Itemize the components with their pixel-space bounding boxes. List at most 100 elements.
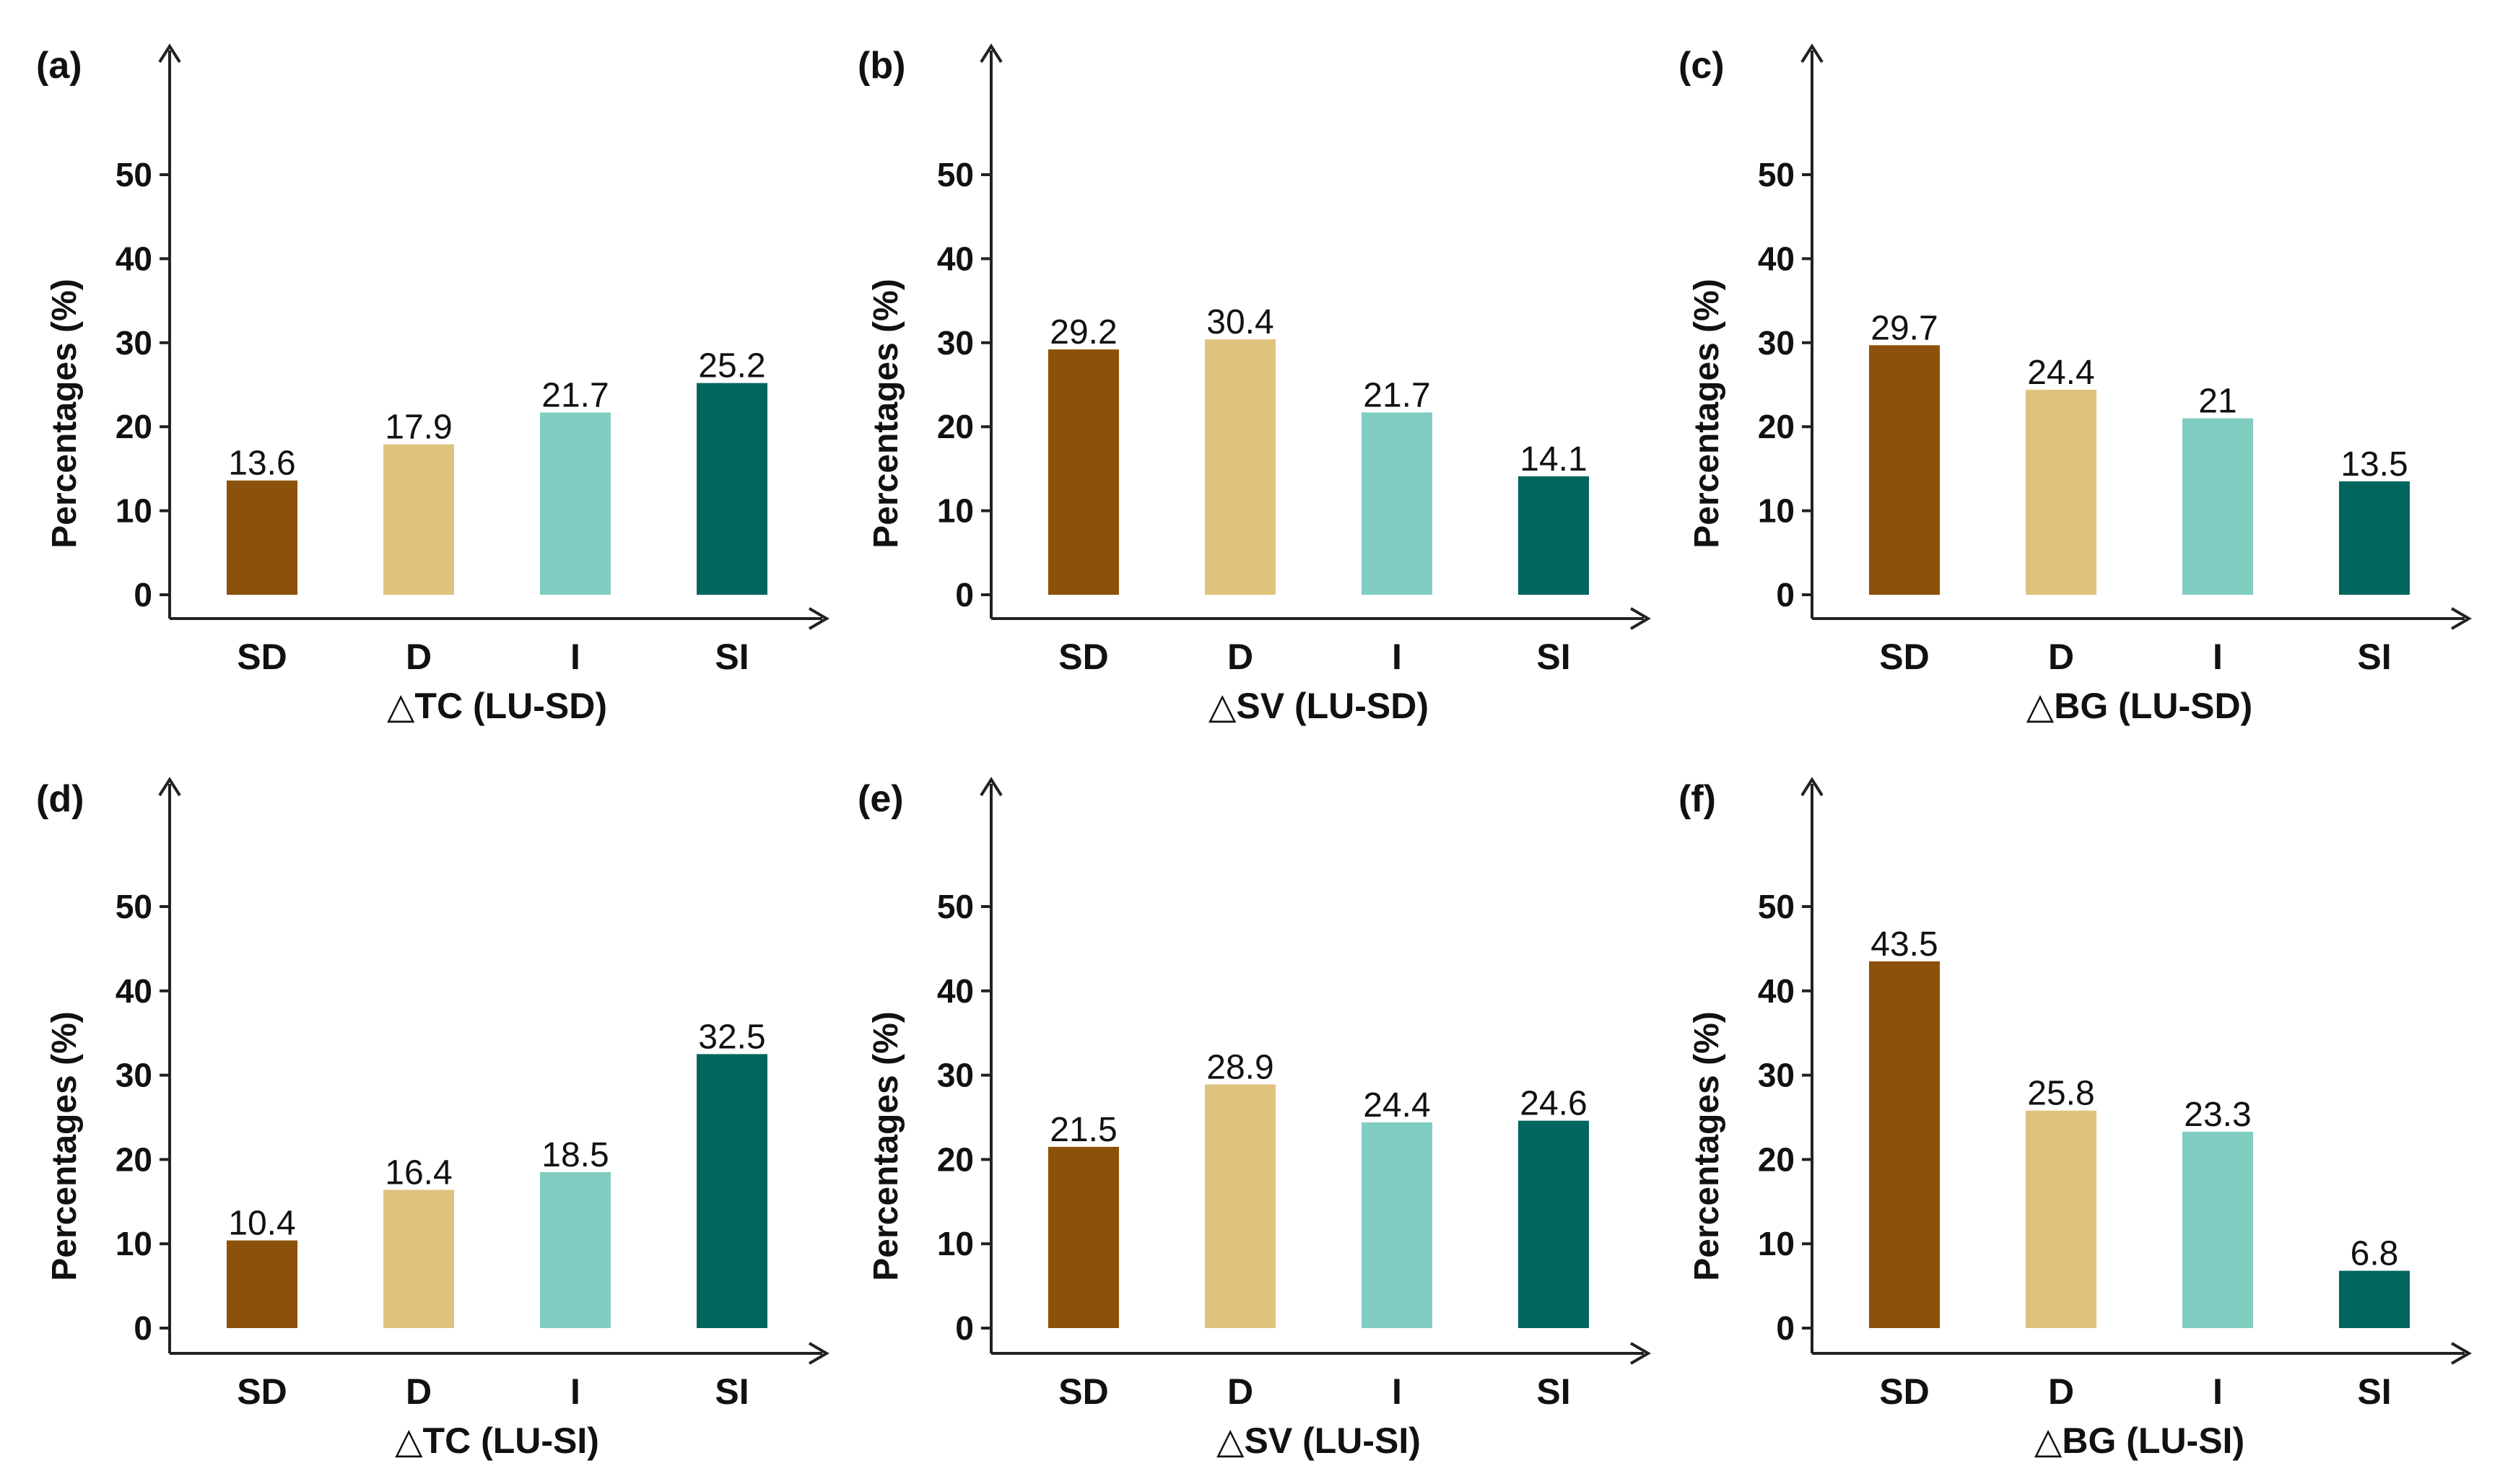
y-tick-label: 10 [116, 492, 152, 530]
y-tick-label: 0 [955, 576, 974, 614]
x-tick-label: SD [1058, 637, 1108, 677]
data-label: 28.9 [1206, 1048, 1273, 1086]
data-label: 23.3 [2184, 1096, 2251, 1134]
x-axis-title: △SV (LU-SI) [1216, 1420, 1421, 1461]
y-tick-label: 50 [1758, 156, 1795, 193]
chart-panel-c: (c) 0 10 20 30 40 50 Percentages (%) 29.7 SD 24.4 D… [1678, 43, 2472, 726]
x-axis-title: △TC (LU-SD) [387, 686, 607, 726]
y-tick-label: 20 [116, 408, 152, 445]
bar-si [2339, 1270, 2410, 1328]
x-tick-label: I [1392, 1371, 1402, 1412]
y-tick-label: 20 [937, 1140, 974, 1178]
data-label: 16.4 [385, 1153, 452, 1192]
x-tick-label: D [1227, 1371, 1253, 1412]
bar-sd [1869, 961, 1940, 1328]
bar-sd [1048, 349, 1119, 595]
y-tick-label: 0 [955, 1309, 974, 1347]
data-label: 10.4 [228, 1205, 295, 1243]
chart-panel-a: (a) 0 10 20 30 40 50 Percentages (%) 13.6 SD 17.9 D… [36, 43, 829, 726]
panel-label: (c) [1678, 45, 1725, 87]
bar-i [1362, 1122, 1432, 1328]
data-label: 17.9 [385, 409, 452, 447]
y-tick-label: 20 [1758, 1140, 1795, 1178]
x-axis-title: △BG (LU-SD) [2026, 686, 2252, 726]
y-tick-label: 50 [116, 888, 152, 925]
y-tick-label: 0 [134, 576, 152, 614]
data-label: 43.5 [1870, 925, 1938, 964]
x-tick-label: SI [715, 1371, 749, 1412]
x-tick-label: SD [237, 1371, 287, 1412]
x-tick-label: SI [1536, 1371, 1570, 1412]
y-axis-title: Percentages (%) [1688, 1011, 1726, 1280]
panel-label: (a) [36, 45, 82, 87]
bar-si [1518, 476, 1589, 595]
y-tick-label: 20 [116, 1140, 152, 1178]
y-axis-arrow [158, 777, 181, 797]
panel-label: (d) [36, 778, 84, 820]
bar-d [1205, 339, 1276, 595]
x-tick-label: D [2048, 637, 2074, 677]
data-label: 29.2 [1050, 313, 1117, 352]
y-tick-label: 40 [1758, 240, 1795, 277]
y-axis-arrow [1800, 43, 1824, 64]
bar-i [540, 412, 611, 595]
y-tick-label: 40 [1758, 972, 1795, 1010]
x-tick-label: SI [715, 637, 749, 677]
data-label: 21.7 [541, 376, 609, 414]
y-tick-label: 40 [116, 972, 152, 1010]
y-axis-arrow [980, 43, 1003, 64]
data-label: 24.4 [2027, 354, 2094, 392]
data-label: 30.4 [1206, 303, 1273, 341]
data-label: 13.5 [2340, 445, 2408, 484]
y-axis-title: Percentages (%) [867, 279, 905, 548]
bar-i [540, 1171, 611, 1328]
y-tick-label: 0 [134, 1309, 152, 1347]
x-tick-label: I [2213, 637, 2223, 677]
x-axis-title: △BG (LU-SI) [2034, 1420, 2244, 1461]
y-tick-label: 10 [937, 1225, 974, 1262]
x-axis-arrow [808, 607, 829, 630]
y-tick-label: 40 [116, 240, 152, 277]
y-axis-arrow [980, 777, 1003, 797]
x-tick-label: SD [1879, 1371, 1929, 1412]
data-label: 32.5 [698, 1018, 765, 1056]
chart-panel-b: (b) 0 10 20 30 40 50 Percentages (%) 29.2 SD 30.4 D… [858, 43, 1651, 726]
bar-si [1518, 1120, 1589, 1328]
bar-i [2182, 418, 2253, 595]
y-tick-label: 30 [116, 324, 152, 362]
y-tick-label: 20 [937, 408, 974, 445]
data-label: 21.7 [1363, 376, 1430, 414]
panel-label: (b) [858, 45, 905, 87]
chart-panel-d: (d) 0 10 20 30 40 50 Percentages (%) 10.4 SD 16.4 D… [36, 777, 829, 1461]
data-label: 21 [2198, 383, 2237, 421]
bar-sd [227, 480, 297, 595]
x-axis-arrow [2450, 607, 2472, 630]
x-tick-label: D [2048, 1371, 2074, 1412]
x-tick-label: SI [1536, 637, 1570, 677]
data-label: 24.4 [1363, 1086, 1430, 1125]
x-axis-arrow [1629, 1342, 1651, 1365]
chart-panel-e: (e) 0 10 20 30 40 50 Percentages (%) 21.5 SD 28.9 D… [858, 777, 1651, 1461]
data-label: 13.6 [228, 445, 295, 483]
x-tick-label: SD [1058, 1371, 1108, 1412]
y-tick-label: 20 [1758, 408, 1795, 445]
panel-label: (e) [858, 778, 904, 820]
data-label: 24.6 [1520, 1085, 1587, 1123]
x-tick-label: SI [2357, 637, 2391, 677]
y-axis-title: Percentages (%) [45, 1011, 84, 1280]
y-tick-label: 10 [1758, 492, 1795, 530]
y-tick-label: 10 [937, 492, 974, 530]
bar-si [2339, 481, 2410, 595]
x-axis-arrow [2450, 1342, 2472, 1365]
y-tick-label: 30 [1758, 324, 1795, 362]
y-tick-label: 50 [937, 888, 974, 925]
bar-si [697, 383, 767, 595]
x-tick-label: D [406, 637, 432, 677]
bar-sd [227, 1240, 297, 1328]
y-tick-label: 50 [116, 156, 152, 193]
x-tick-label: SD [237, 637, 287, 677]
bar-si [697, 1054, 767, 1328]
y-tick-label: 40 [937, 972, 974, 1010]
y-tick-label: 30 [937, 324, 974, 362]
